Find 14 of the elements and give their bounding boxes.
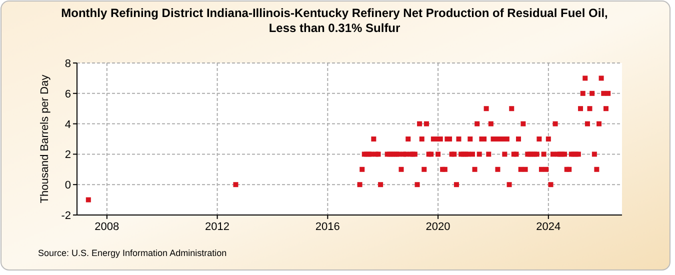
- x-tick-label: 2016: [315, 221, 340, 233]
- y-tick-label: 0: [64, 180, 71, 192]
- chart-title: Monthly Refining District Indiana-Illinois-Kentucky Refinery Net Production of Residual Fuel Oil, Less than 0.31% Sulfur: [61, 6, 608, 35]
- x-tick-label: 2008: [94, 221, 120, 233]
- y-tick-label: 2: [64, 149, 71, 162]
- x-tick-label: 2012: [205, 221, 230, 233]
- y-axis-title: Thousand Barrels per Day: [39, 74, 51, 204]
- y-tick-label: -2: [61, 210, 71, 222]
- y-tick-label: 6: [64, 88, 71, 100]
- x-tick-label: 2020: [426, 221, 450, 233]
- y-tick-label: 8: [64, 58, 71, 70]
- x-tick-label: 2024: [536, 221, 561, 233]
- source-note: Source: U.S. Energy Information Administration: [38, 248, 227, 258]
- y-tick-label: 4: [64, 118, 71, 131]
